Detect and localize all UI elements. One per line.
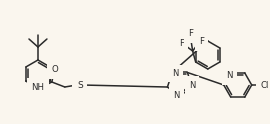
Text: S: S xyxy=(77,80,83,90)
Text: O: O xyxy=(52,65,58,75)
Text: N: N xyxy=(172,69,178,78)
Text: F: F xyxy=(179,40,184,48)
Text: N: N xyxy=(189,80,195,90)
Text: N: N xyxy=(227,71,233,80)
Text: F: F xyxy=(188,30,193,38)
Text: F: F xyxy=(199,37,204,46)
Text: N: N xyxy=(174,91,180,99)
Text: NH: NH xyxy=(31,82,44,92)
Text: Cl: Cl xyxy=(261,80,269,90)
